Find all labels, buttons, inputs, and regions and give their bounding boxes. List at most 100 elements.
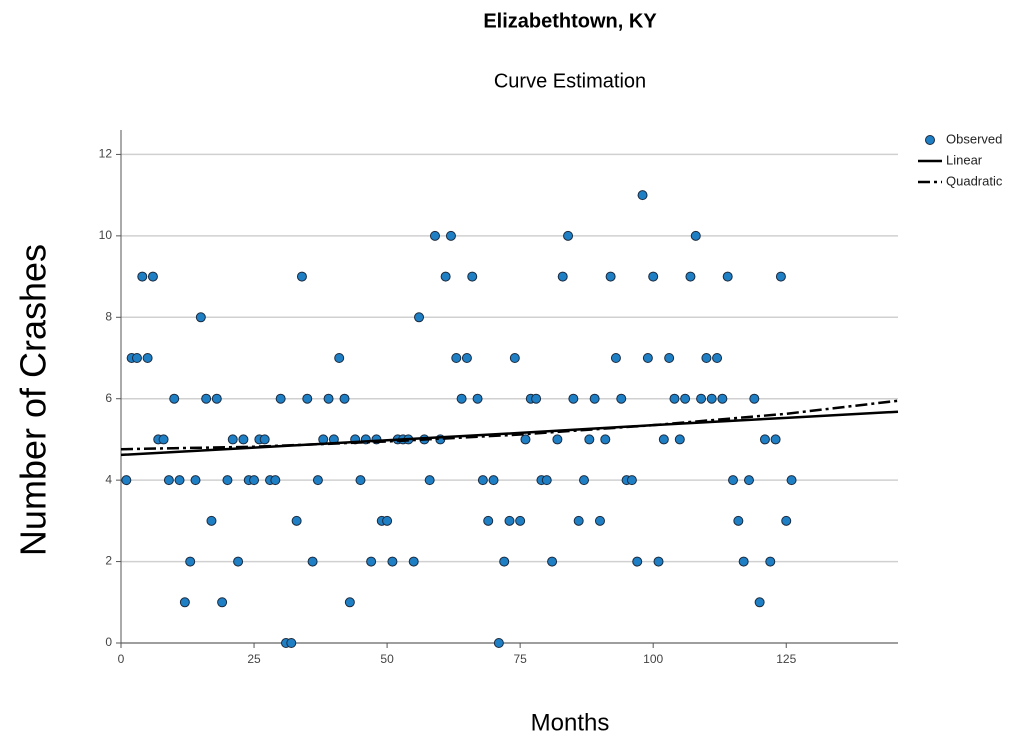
- y-tick-label: 10: [99, 228, 113, 242]
- data-point: [355, 475, 366, 486]
- legend-label: Quadratic: [946, 173, 1003, 188]
- data-point: [552, 434, 563, 445]
- x-tick-label: 25: [247, 652, 261, 666]
- data-point: [206, 515, 217, 526]
- data-point: [589, 393, 600, 404]
- data-point: [334, 353, 345, 363]
- data-point: [387, 556, 398, 567]
- data-point: [499, 556, 510, 567]
- y-tick-label: 0: [105, 635, 112, 649]
- data-point: [642, 353, 653, 363]
- data-point: [121, 475, 132, 486]
- data-point: [600, 434, 611, 445]
- x-tick-label: 50: [380, 652, 394, 666]
- data-point: [749, 393, 760, 404]
- data-point: [147, 271, 158, 282]
- data-point: [728, 475, 739, 486]
- data-point: [738, 556, 749, 567]
- data-point: [584, 434, 595, 445]
- data-point: [222, 475, 233, 486]
- chart-subtitle: Curve Estimation: [494, 70, 646, 92]
- data-point: [605, 271, 616, 282]
- data-point: [323, 393, 334, 404]
- data-point: [307, 556, 318, 567]
- data-point: [770, 434, 781, 445]
- data-point: [733, 515, 744, 526]
- data-point: [658, 434, 669, 445]
- data-point: [680, 393, 691, 404]
- data-point: [579, 475, 590, 486]
- data-point: [632, 556, 643, 567]
- y-axis-label: Number of Crashes: [13, 244, 54, 556]
- data-point: [456, 393, 467, 404]
- x-tick-label: 75: [513, 652, 527, 666]
- data-point: [685, 271, 696, 282]
- data-point: [717, 393, 728, 404]
- data-point: [515, 515, 526, 526]
- data-point: [366, 556, 377, 567]
- data-point: [201, 393, 212, 404]
- data-point: [190, 475, 201, 486]
- y-tick-label: 8: [105, 309, 112, 323]
- data-point: [302, 393, 313, 404]
- legend-marker: [925, 135, 935, 145]
- data-point: [674, 434, 685, 445]
- data-point: [775, 271, 786, 282]
- data-point: [664, 353, 675, 363]
- data-point: [743, 475, 754, 486]
- data-point: [541, 475, 552, 486]
- data-point: [185, 556, 196, 567]
- data-point: [722, 271, 733, 282]
- data-point: [169, 393, 180, 404]
- data-point: [531, 393, 542, 404]
- data-point: [414, 312, 425, 323]
- y-tick-label: 2: [105, 554, 112, 568]
- data-point: [195, 312, 206, 323]
- x-tick-label: 100: [643, 652, 663, 666]
- data-point: [461, 353, 472, 363]
- data-point: [690, 230, 701, 241]
- x-axis-label: Months: [531, 709, 610, 736]
- data-point: [706, 393, 717, 404]
- data-point: [344, 597, 355, 608]
- data-point: [712, 353, 723, 363]
- data-point: [547, 556, 558, 567]
- data-point: [429, 230, 440, 241]
- data-point: [701, 353, 712, 363]
- chart-title: Elizabethtown, KY: [483, 10, 657, 32]
- data-point: [286, 638, 297, 648]
- data-point: [445, 230, 456, 241]
- data-point: [557, 271, 568, 282]
- fit-line: [120, 410, 899, 457]
- data-point: [594, 515, 605, 526]
- data-point: [493, 638, 504, 648]
- data-point: [233, 556, 244, 567]
- legend-label: Linear: [946, 152, 983, 167]
- data-point: [451, 353, 462, 363]
- data-point: [270, 475, 281, 486]
- data-point: [424, 475, 435, 486]
- data-point: [616, 393, 627, 404]
- data-point: [296, 271, 307, 282]
- data-point: [227, 434, 238, 445]
- data-point: [765, 556, 776, 567]
- data-point: [563, 230, 574, 241]
- data-point: [653, 556, 664, 567]
- fit-line: [120, 399, 899, 451]
- data-point: [440, 271, 451, 282]
- data-point: [626, 475, 637, 486]
- data-point: [131, 353, 142, 363]
- data-point: [339, 393, 350, 404]
- data-point: [669, 393, 680, 404]
- data-point: [211, 393, 222, 404]
- data-point: [477, 475, 488, 486]
- data-point: [408, 556, 419, 567]
- data-point: [249, 475, 260, 486]
- data-point: [137, 271, 148, 282]
- y-tick-label: 4: [105, 472, 112, 486]
- data-point: [754, 597, 765, 608]
- data-point: [568, 393, 579, 404]
- data-point: [573, 515, 584, 526]
- data-point: [158, 434, 169, 445]
- data-point: [637, 190, 648, 201]
